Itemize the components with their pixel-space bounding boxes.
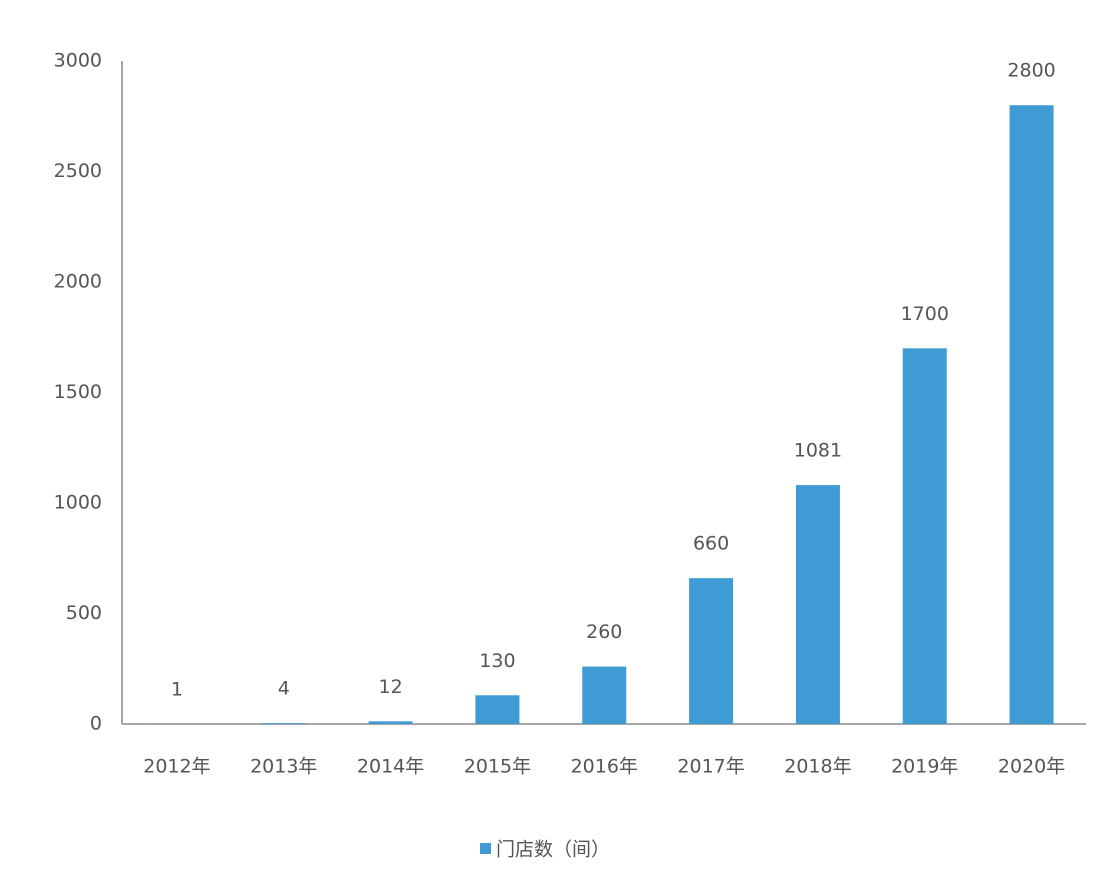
x-tick-label: 2018年 bbox=[784, 756, 851, 778]
bar bbox=[261, 723, 306, 724]
bar bbox=[368, 721, 413, 724]
data-label: 260 bbox=[586, 621, 622, 643]
bar bbox=[475, 695, 520, 724]
bar bbox=[582, 666, 627, 724]
bar bbox=[689, 578, 734, 724]
data-label: 1700 bbox=[901, 303, 949, 325]
bar bbox=[1009, 105, 1054, 724]
y-tick-label: 2500 bbox=[54, 160, 102, 182]
y-tick-label: 0 bbox=[90, 713, 102, 735]
legend-label: 门店数（间） bbox=[496, 839, 610, 861]
y-tick-label: 500 bbox=[66, 602, 102, 624]
data-label: 1081 bbox=[794, 440, 842, 462]
x-tick-label: 2015年 bbox=[464, 756, 531, 778]
x-tick-label: 2016年 bbox=[571, 756, 638, 778]
x-tick-label: 2019年 bbox=[891, 756, 958, 778]
data-label: 1 bbox=[171, 678, 183, 700]
x-tick-label: 2013年 bbox=[250, 756, 317, 778]
data-label: 4 bbox=[278, 678, 290, 700]
data-label: 660 bbox=[693, 533, 729, 555]
y-tick-label: 3000 bbox=[54, 50, 102, 72]
y-tick-label: 1500 bbox=[54, 381, 102, 403]
x-tick-label: 2012年 bbox=[143, 756, 210, 778]
data-label: 130 bbox=[479, 650, 515, 672]
legend-swatch bbox=[480, 843, 491, 854]
bar bbox=[795, 485, 840, 724]
x-tick-label: 2020年 bbox=[998, 756, 1065, 778]
x-tick-label: 2014年 bbox=[357, 756, 424, 778]
y-tick-label: 2000 bbox=[54, 271, 102, 293]
bar bbox=[902, 348, 947, 724]
x-tick-label: 2017年 bbox=[677, 756, 744, 778]
data-label: 12 bbox=[378, 676, 402, 698]
data-label: 2800 bbox=[1007, 60, 1055, 82]
y-tick-label: 1000 bbox=[54, 492, 102, 514]
